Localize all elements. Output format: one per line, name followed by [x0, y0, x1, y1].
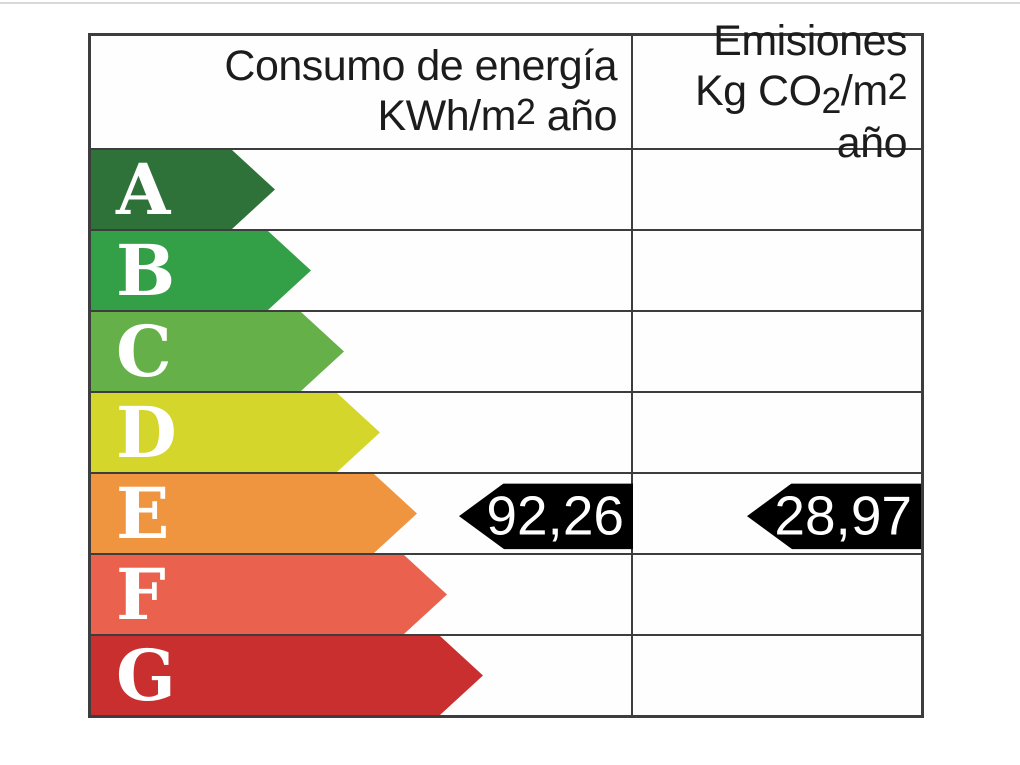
- rating-arrow-a: A: [91, 150, 275, 229]
- emissions-value: 28,97: [774, 484, 912, 547]
- rating-letter-b: B: [116, 228, 176, 312]
- rating-arrow-e: E: [91, 474, 417, 553]
- rating-row-g: G: [91, 636, 921, 715]
- rating-row-f: F: [91, 555, 921, 636]
- rating-row-e: E 92,26 28,97: [91, 474, 921, 555]
- column-divider: [631, 36, 633, 715]
- rating-rows: A B C D E: [91, 150, 921, 715]
- table-header: Consumo de energía KWh/m2 año Emisiones …: [91, 17, 921, 167]
- rating-row-d: D: [91, 393, 921, 474]
- emissions-header-line1: Emisiones: [713, 17, 907, 65]
- rating-letter-c: C: [116, 309, 172, 393]
- rating-letter-g: G: [116, 633, 176, 717]
- rating-arrow-f: F: [91, 555, 447, 634]
- emissions-column-header: Emisiones Kg CO2/m2 año: [633, 17, 921, 167]
- rating-arrow-d: D: [91, 393, 380, 472]
- m2-superscript: 2: [515, 91, 536, 132]
- rating-letter-d: D: [116, 390, 177, 474]
- consumption-value-marker: 92,26: [459, 483, 633, 550]
- rating-table: Consumo de energía KWh/m2 año Emisiones …: [88, 17, 924, 718]
- rating-arrow-c: C: [91, 312, 344, 391]
- rating-arrow-g: G: [91, 636, 483, 715]
- consumption-header-line1: Consumo de energía: [224, 42, 617, 90]
- image-edge-artifact: [0, 2, 1020, 4]
- consumption-value: 92,26: [486, 484, 624, 547]
- rating-letter-f: F: [116, 552, 166, 636]
- rating-row-c: C: [91, 312, 921, 393]
- emissions-header-line2: Kg CO2/m2 año: [694, 66, 908, 167]
- rating-arrow-b: B: [91, 231, 311, 310]
- consumption-column-header: Consumo de energía KWh/m2 año: [91, 36, 633, 148]
- rating-letter-e: E: [116, 471, 170, 555]
- consumption-header-line2: KWh/m2 año: [377, 91, 618, 140]
- co2-subscript: 2: [821, 80, 842, 121]
- m2-superscript: 2: [887, 66, 908, 107]
- rating-row-b: B: [91, 231, 921, 312]
- rating-letter-a: A: [116, 147, 171, 231]
- rating-row-a: A: [91, 150, 921, 231]
- emissions-value-marker: 28,97: [747, 483, 921, 550]
